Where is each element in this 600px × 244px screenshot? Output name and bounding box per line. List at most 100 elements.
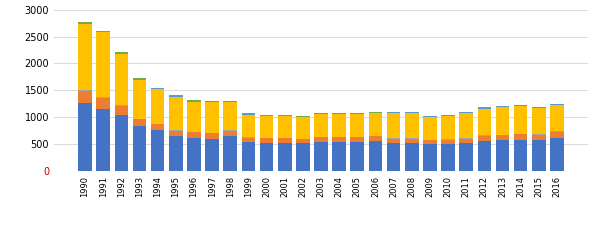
Bar (514, 106, 527, 134)
Bar (133, 119, 146, 126)
Bar (78, 91, 92, 103)
Bar (423, 117, 437, 140)
Bar (151, 123, 164, 124)
Bar (423, 116, 437, 117)
Bar (460, 112, 473, 113)
Bar (550, 105, 564, 131)
Bar (133, 78, 146, 79)
Bar (78, 24, 92, 90)
Bar (387, 139, 400, 143)
Bar (187, 101, 201, 102)
Bar (205, 139, 219, 171)
Bar (514, 105, 527, 106)
Bar (115, 53, 128, 105)
Bar (314, 114, 328, 137)
Bar (405, 113, 419, 138)
Bar (151, 124, 164, 130)
Bar (296, 143, 310, 171)
Bar (242, 113, 255, 114)
Bar (350, 142, 364, 171)
Bar (97, 31, 110, 32)
Bar (296, 139, 310, 143)
Bar (514, 134, 527, 140)
Bar (278, 115, 292, 116)
Bar (314, 113, 328, 114)
Bar (296, 117, 310, 139)
Bar (368, 136, 382, 141)
Bar (97, 109, 110, 171)
Bar (78, 22, 92, 23)
Bar (478, 136, 491, 141)
Bar (278, 138, 292, 139)
Bar (460, 138, 473, 139)
Bar (187, 100, 201, 101)
Bar (242, 138, 255, 142)
Bar (460, 139, 473, 143)
Bar (169, 131, 182, 136)
Bar (115, 115, 128, 171)
Bar (350, 114, 364, 137)
Bar (332, 113, 346, 114)
Bar (187, 132, 201, 138)
Bar (97, 30, 110, 31)
Bar (169, 130, 182, 131)
Bar (405, 138, 419, 139)
Bar (314, 112, 328, 113)
Bar (387, 113, 400, 138)
Bar (260, 115, 274, 116)
Bar (478, 108, 491, 109)
Bar (151, 130, 164, 171)
Bar (332, 142, 346, 171)
Bar (223, 136, 237, 171)
Bar (151, 88, 164, 89)
Bar (332, 114, 346, 137)
Bar (133, 79, 146, 80)
Bar (532, 135, 545, 141)
Bar (423, 144, 437, 171)
Bar (169, 97, 182, 130)
Bar (223, 102, 237, 130)
Bar (78, 90, 92, 91)
Bar (187, 138, 201, 171)
Bar (350, 113, 364, 114)
Bar (169, 136, 182, 171)
Bar (187, 102, 201, 132)
Bar (550, 104, 564, 105)
Bar (550, 131, 564, 132)
Bar (242, 137, 255, 138)
Bar (478, 109, 491, 135)
Bar (460, 113, 473, 138)
Bar (496, 107, 509, 135)
Bar (368, 141, 382, 171)
Bar (205, 101, 219, 102)
Bar (242, 114, 255, 115)
Bar (532, 107, 545, 108)
Bar (278, 139, 292, 143)
Bar (441, 139, 455, 140)
Bar (314, 142, 328, 171)
Bar (97, 98, 110, 109)
Bar (478, 141, 491, 171)
Bar (405, 143, 419, 171)
Bar (223, 101, 237, 102)
Bar (151, 89, 164, 123)
Bar (278, 116, 292, 138)
Bar (332, 112, 346, 113)
Bar (133, 80, 146, 119)
Bar (496, 141, 509, 171)
Bar (296, 116, 310, 117)
Bar (441, 115, 455, 116)
Bar (278, 143, 292, 171)
Bar (223, 131, 237, 136)
Bar (205, 133, 219, 139)
Bar (496, 135, 509, 141)
Bar (260, 143, 274, 171)
Bar (532, 134, 545, 135)
Bar (387, 143, 400, 171)
Bar (441, 140, 455, 144)
Bar (97, 32, 110, 97)
Bar (332, 137, 346, 142)
Bar (550, 138, 564, 171)
Bar (387, 112, 400, 113)
Bar (441, 116, 455, 139)
